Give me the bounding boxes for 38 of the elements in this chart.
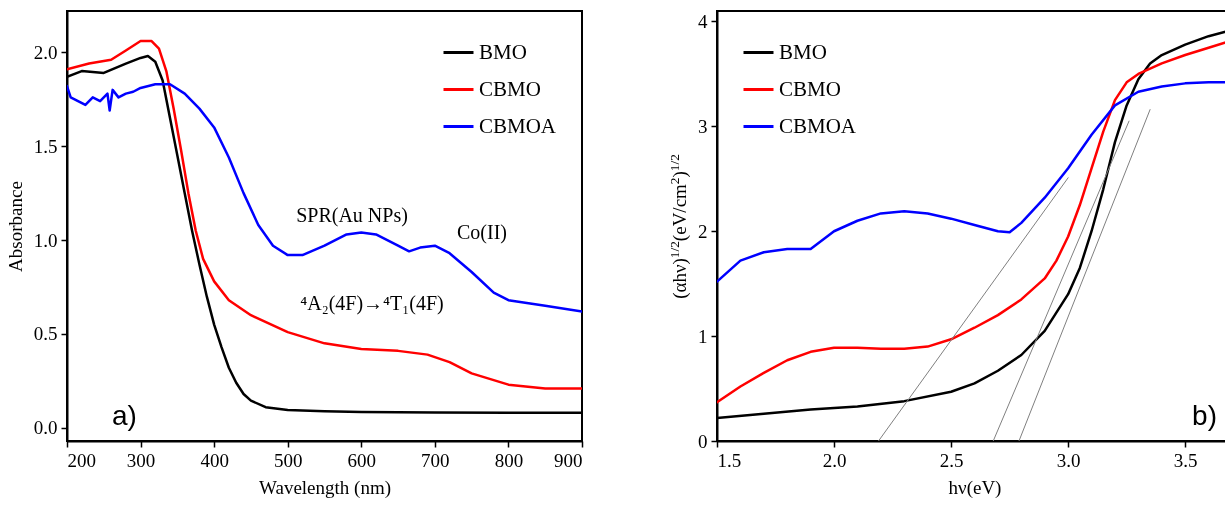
y-tick-label: 0 [698,430,708,452]
annotation: SPR(Au NPs) [296,204,408,227]
legend-label: CBMO [479,76,541,101]
y-tick-label: 1.0 [33,229,58,251]
x-tick-label: 2.5 [939,449,964,471]
y-tick-label: 2 [698,220,708,242]
y-tick-label: 0.5 [33,323,58,345]
legend-label: BMO [479,39,527,64]
x-tick-label: 3.5 [1173,449,1198,471]
y-tick-label: 1 [698,325,708,347]
x-tick-label: 800 [494,449,524,471]
y-tick-label: 4 [698,10,708,32]
x-tick-label: 2.0 [822,449,847,471]
legend-label: CBMOA [779,113,857,138]
annotation: b) [1192,400,1217,431]
y-tick-label: 2.0 [33,41,58,63]
annotation: ⁴A₂(4F)→⁴T₁(4F) [300,292,444,315]
x-tick-label: 700 [421,449,450,471]
x-tick-label: 400 [200,449,229,471]
x-axis-title: hν(eV) [948,476,1002,499]
annotation: a) [112,400,137,431]
annotation: Co(II) [457,221,507,244]
y-tick-label: 0.0 [33,417,58,439]
x-tick-label: 900 [554,449,583,471]
x-tick-label: 500 [273,449,303,471]
x-axis-title: Wavelength (nm) [259,476,391,499]
line-series [67,82,582,313]
legend-label: CBMOA [479,113,557,138]
y-tick-label: 1.5 [33,135,58,157]
legend-label: BMO [779,39,827,64]
x-tick-label: 1.5 [717,449,742,471]
y-tick-label: 3 [698,115,708,137]
x-tick-label: 200 [67,449,96,471]
x-tick-label: 300 [126,449,156,471]
y-axis-title: Absorbance [4,181,26,272]
legend-label: CBMO [779,76,841,101]
x-tick-label: 3.0 [1056,449,1081,471]
x-tick-label: 600 [347,449,377,471]
